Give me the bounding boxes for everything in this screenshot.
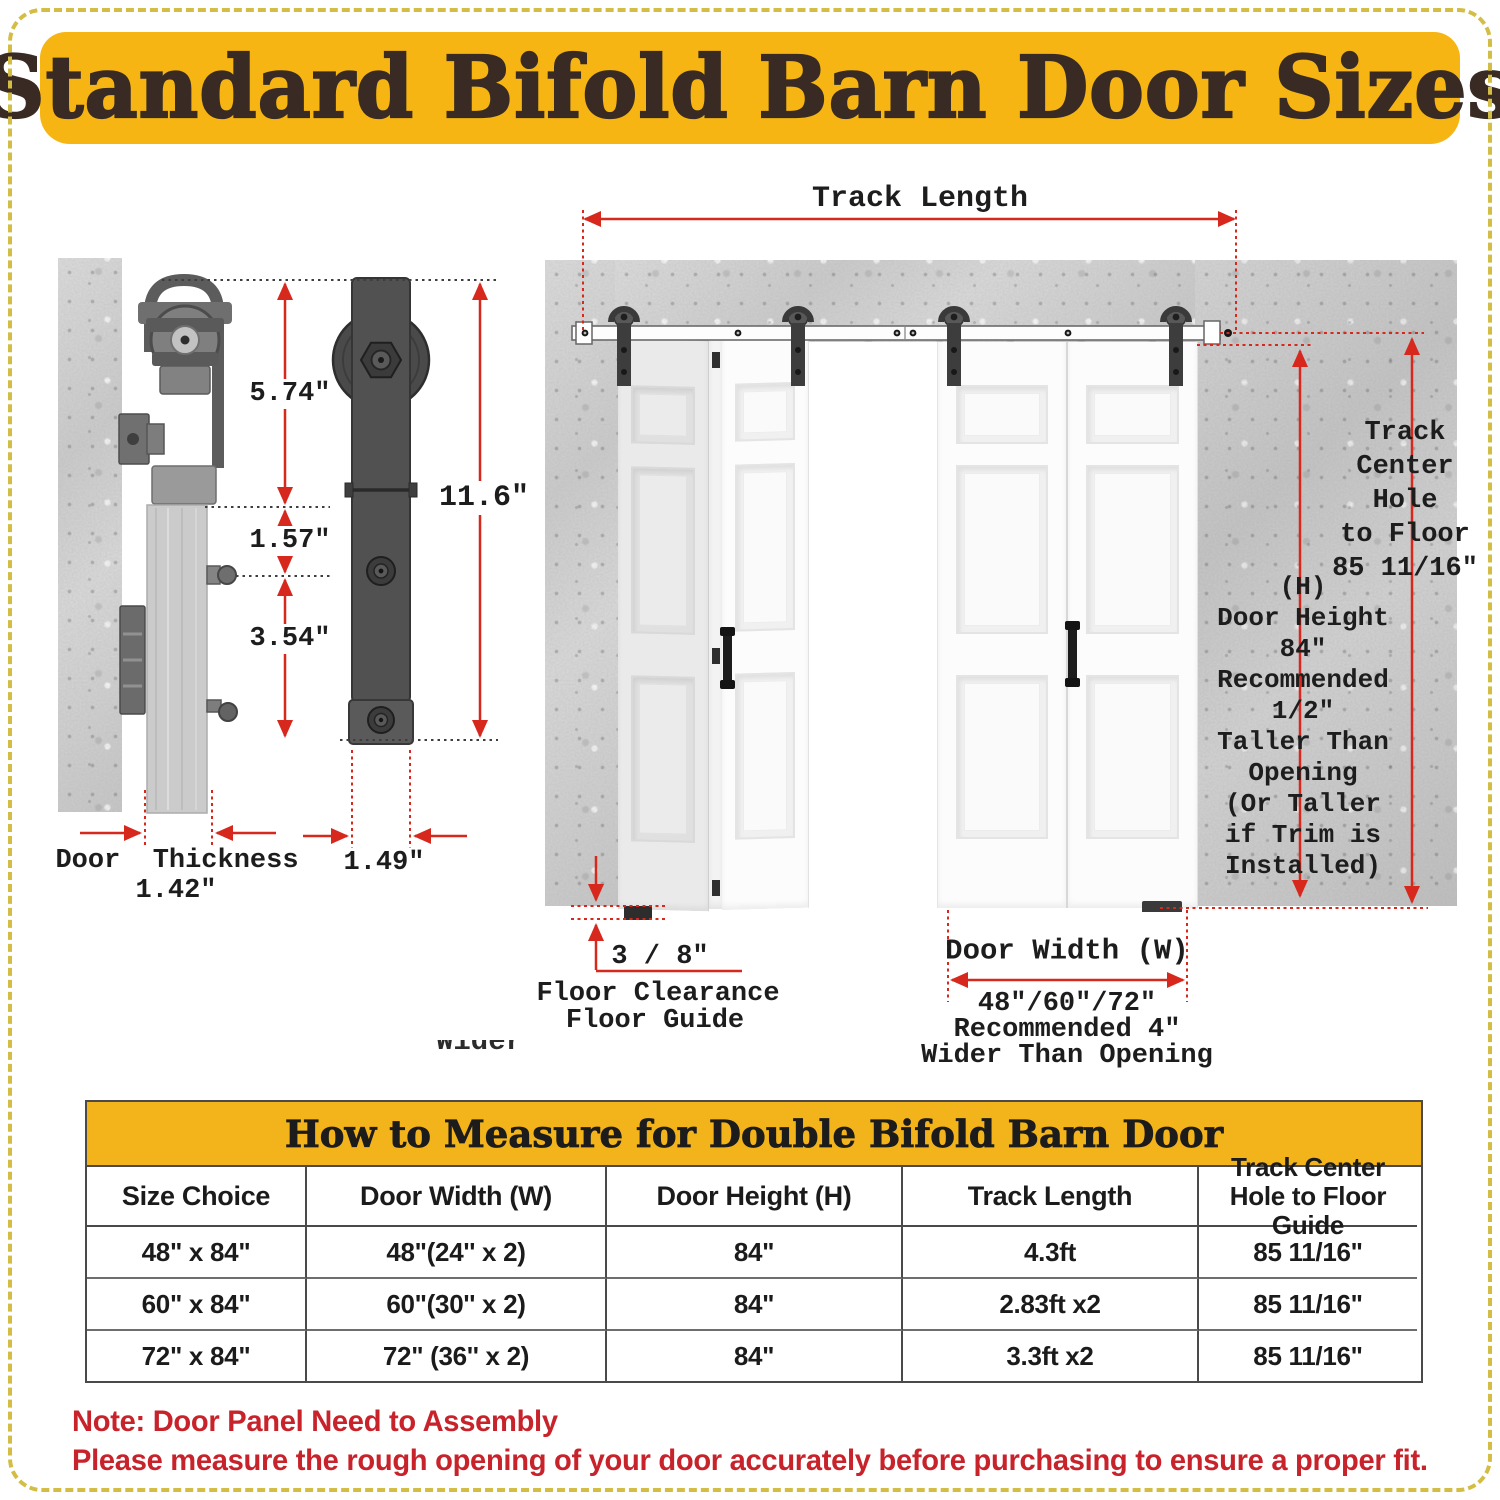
track-length-label: Track Length bbox=[811, 182, 1029, 216]
track-center-note: Track Center Hole to Floor 85 11/16" bbox=[1332, 418, 1478, 584]
door-width-label: Door Width (W) bbox=[945, 934, 1189, 968]
table-row: 48" x 84" 48"(24'' x 2) 84" 4.3ft 85 11/… bbox=[87, 1227, 1421, 1279]
door-thickness-value: 1.42" bbox=[135, 876, 217, 906]
reference-dotted-lines bbox=[162, 279, 500, 741]
measure-note: Please measure the rough opening of your… bbox=[72, 1444, 1428, 1477]
col-header: Door Height (H) bbox=[607, 1167, 903, 1227]
table-title-band: How to Measure for Double Bifold Barn Do… bbox=[87, 1102, 1421, 1167]
door-width-sizes: 48"/60"/72" bbox=[977, 989, 1157, 1019]
col-header: Door Width (W) bbox=[307, 1167, 607, 1227]
hanger-icon bbox=[938, 306, 970, 386]
right-door-handle bbox=[1065, 621, 1080, 687]
track-length-dimension bbox=[582, 210, 1237, 330]
hanger-icon bbox=[1160, 306, 1192, 386]
col-header: Track Center Hole to Floor Guide bbox=[1199, 1152, 1417, 1239]
right-bifold-panel-a bbox=[937, 342, 1066, 908]
title-banner: Standard Bifold Barn Door Sizes bbox=[0, 32, 1500, 144]
wall-strip-left-diagram bbox=[58, 258, 122, 812]
clipped-artifact-text: Wider T bbox=[436, 1040, 524, 1059]
door-height-note: (H) Door Height 84" Recommended 1/2" Tal… bbox=[1217, 572, 1389, 881]
dim-label-116: 11.6" bbox=[434, 481, 534, 515]
floor-guide-icon bbox=[624, 906, 652, 920]
floor-clearance-value: 3 / 8" bbox=[611, 942, 709, 972]
floor-guide-label: Floor Guide bbox=[565, 1006, 745, 1036]
page-title: Standard Bifold Barn Door Sizes bbox=[0, 37, 1500, 139]
floor-clearance-label: Floor Clearance bbox=[536, 979, 780, 1009]
assembly-note: Note: Door Panel Need to Assembly bbox=[72, 1405, 558, 1438]
dim-label-354: 3.54" bbox=[245, 624, 335, 654]
table-title: How to Measure for Double Bifold Barn Do… bbox=[284, 1111, 1224, 1156]
hardware-dotted-extents bbox=[144, 750, 411, 848]
hanger-icon bbox=[782, 306, 814, 386]
door-thickness-label: Door Thickness bbox=[55, 846, 299, 876]
table-row: 60" x 84" 60"(30'' x 2) 84" 2.83ft x2 85… bbox=[87, 1279, 1421, 1331]
col-header: Size Choice bbox=[87, 1167, 307, 1227]
height-dimensions bbox=[1160, 332, 1428, 909]
dim-label-574: 5.74" bbox=[245, 379, 335, 409]
door-width-dimension bbox=[947, 910, 1188, 1002]
floor-guide-icon bbox=[1142, 901, 1182, 912]
wall-left bbox=[545, 260, 620, 906]
hanger-icon bbox=[608, 306, 640, 386]
col-header: Track Length bbox=[903, 1167, 1199, 1227]
table-header-row: Size Choice Door Width (W) Door Height (… bbox=[87, 1152, 1421, 1239]
hinge-icon bbox=[712, 880, 720, 896]
strap-width-label: 1.49" bbox=[343, 848, 425, 878]
door-width-rec2: Wider Than Opening bbox=[921, 1041, 1213, 1071]
dim-label-157: 1.57" bbox=[245, 526, 335, 556]
door-width-rec1: Recommended 4" bbox=[953, 1015, 1181, 1045]
left-door-handle bbox=[720, 627, 735, 689]
roller-side-view bbox=[118, 273, 238, 814]
hinge-icon bbox=[712, 352, 720, 368]
hinge-icon bbox=[712, 648, 720, 664]
table-row: 72" x 84" 72" (36'' x 2) 84" 3.3ft x2 85… bbox=[87, 1331, 1421, 1381]
size-table: How to Measure for Double Bifold Barn Do… bbox=[85, 1100, 1423, 1383]
roller-front-view bbox=[331, 277, 431, 745]
roller-hangers bbox=[608, 306, 1192, 386]
track-rail bbox=[571, 320, 1232, 345]
right-bifold-panel-b bbox=[1066, 342, 1198, 908]
floor-clearance-dimension bbox=[571, 856, 742, 973]
